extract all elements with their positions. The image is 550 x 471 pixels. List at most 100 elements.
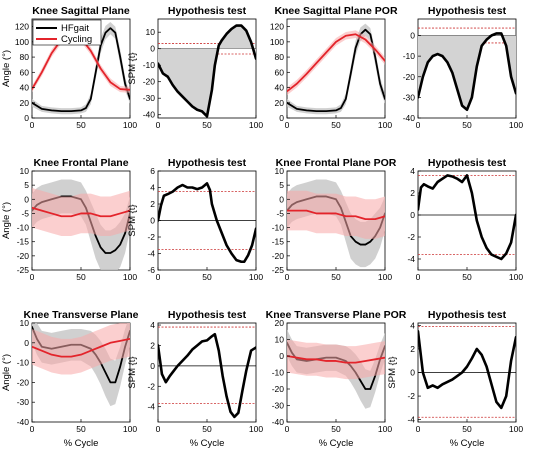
panel-plot-area [418, 27, 516, 112]
cycling-band [287, 190, 385, 239]
y-tick-label: -40 [143, 110, 156, 120]
panel-title: Hypothesis test [428, 309, 507, 321]
x-tick-label: 0 [30, 424, 35, 434]
cycling-line [32, 206, 130, 218]
panel-title: Knee Frontal Plane POR [276, 157, 397, 169]
y-tick-label: -20 [403, 72, 416, 82]
y-tick-label: -25 [17, 265, 30, 275]
x-tick-label: 0 [156, 424, 161, 434]
cycling-line [287, 355, 385, 364]
panel-p10: 0 50 100 -4 -2 0 2 4 Hypothesis test SPM {t} % Cyc… [127, 309, 263, 449]
panel-title: Knee Transverse Plane [24, 309, 139, 321]
y-tick-label: 80 [20, 52, 30, 62]
y-tick-label: 20 [275, 318, 285, 328]
spm-fill [158, 25, 256, 117]
cycling-band [32, 323, 130, 375]
panel-plot-area [32, 179, 130, 270]
y-tick-label: 80 [275, 52, 285, 62]
x-tick-label: 50 [76, 120, 86, 130]
y-tick-label: 0 [24, 338, 29, 348]
legend-box [32, 19, 102, 46]
cycling-band [32, 187, 130, 237]
y-tick-label: 10 [275, 166, 285, 176]
cycling-band [287, 30, 385, 96]
legend-label-cycling: Cycling [61, 34, 92, 45]
y-tick-label: 2 [410, 188, 415, 198]
y-tick-label: 5 [279, 180, 284, 190]
x-tick-label: 50 [76, 272, 86, 282]
y-tick-label: 120 [15, 22, 29, 32]
y-tick-label: -2 [407, 391, 415, 401]
x-tick-label: 100 [123, 424, 137, 434]
x-tick-label: 50 [462, 424, 472, 434]
x-tick-label: 50 [331, 120, 341, 130]
x-tick-label: 50 [202, 272, 212, 282]
hfgait-line [32, 27, 130, 113]
x-tick-label: 50 [462, 120, 472, 130]
y-axis-label: Angle (°) [1, 50, 12, 87]
y-tick-label: 4 [150, 183, 155, 193]
y-axis-label: Angle (°) [1, 354, 12, 391]
panel-title: Knee Frontal Plane [33, 157, 128, 169]
x-axis-label: % Cycle [319, 438, 354, 449]
panel-p2: 0 50 100 -40 -30 -20 -10 0 10 Hypothesis test SPM … [127, 5, 263, 130]
y-tick-label: 2 [150, 340, 155, 350]
y-tick-label: -4 [147, 402, 155, 412]
panel-p6: 0 50 100 -6 -4 -2 0 2 4 6 Hypothesis test SPM {t} [127, 157, 263, 282]
y-tick-label: -30 [17, 397, 30, 407]
cycling-line [32, 337, 130, 358]
y-tick-label: -6 [147, 265, 155, 275]
panel-plot-area [158, 326, 256, 419]
y-tick-label: 20 [20, 98, 30, 108]
y-tick-label: -15 [272, 237, 285, 247]
panel-plot-area [32, 323, 130, 407]
y-tick-label: 0 [24, 113, 29, 123]
spm-line [418, 32, 516, 112]
x-tick-label: 0 [285, 424, 290, 434]
y-tick-label: 120 [270, 22, 284, 32]
y-tick-label: -10 [17, 358, 30, 368]
panel-title: Knee Sagittal Plane POR [274, 5, 398, 17]
y-tick-label: 100 [270, 37, 284, 47]
y-axis-label: SPM {t} [127, 356, 138, 388]
y-tick-label: -15 [17, 237, 30, 247]
y-tick-label: -10 [403, 51, 416, 61]
y-tick-label: 0 [279, 113, 284, 123]
x-axis-label: % Cycle [64, 438, 99, 449]
y-tick-label: 60 [275, 67, 285, 77]
spm-line [158, 182, 256, 264]
x-tick-label: 50 [202, 424, 212, 434]
y-tick-label: 60 [20, 67, 30, 77]
panel-title: Hypothesis test [168, 157, 247, 169]
y-tick-label: -10 [17, 223, 30, 233]
y-tick-label: 10 [20, 166, 30, 176]
y-tick-label: -20 [143, 77, 156, 87]
spm-line [418, 174, 516, 261]
y-tick-label: -4 [407, 254, 415, 264]
y-axis-label: SPM {t} [387, 356, 398, 388]
y-tick-label: -20 [272, 251, 285, 261]
y-tick-label: -30 [143, 93, 156, 103]
y-tick-label: -30 [272, 401, 285, 411]
x-tick-label: 0 [30, 120, 35, 130]
y-tick-label: 2 [150, 199, 155, 209]
x-tick-label: 50 [331, 424, 341, 434]
y-axis-label: SPM {t} [127, 52, 138, 84]
y-tick-label: 10 [275, 335, 285, 345]
x-tick-label: 0 [416, 424, 421, 434]
y-tick-label: -10 [272, 368, 285, 378]
x-tick-label: 50 [331, 272, 341, 282]
x-tick-label: 100 [249, 120, 263, 130]
y-tick-label: -4 [147, 249, 155, 259]
y-tick-label: -40 [272, 417, 285, 427]
y-tick-label: 0 [279, 194, 284, 204]
y-tick-label: 0 [150, 216, 155, 226]
panel-plot-area [158, 24, 256, 118]
y-tick-label: -4 [407, 415, 415, 425]
y-tick-label: 0 [410, 210, 415, 220]
y-tick-label: 0 [24, 194, 29, 204]
y-tick-label: 0 [410, 368, 415, 378]
x-tick-label: 50 [76, 424, 86, 434]
legend-label-hfgait: HFgait [61, 23, 89, 34]
